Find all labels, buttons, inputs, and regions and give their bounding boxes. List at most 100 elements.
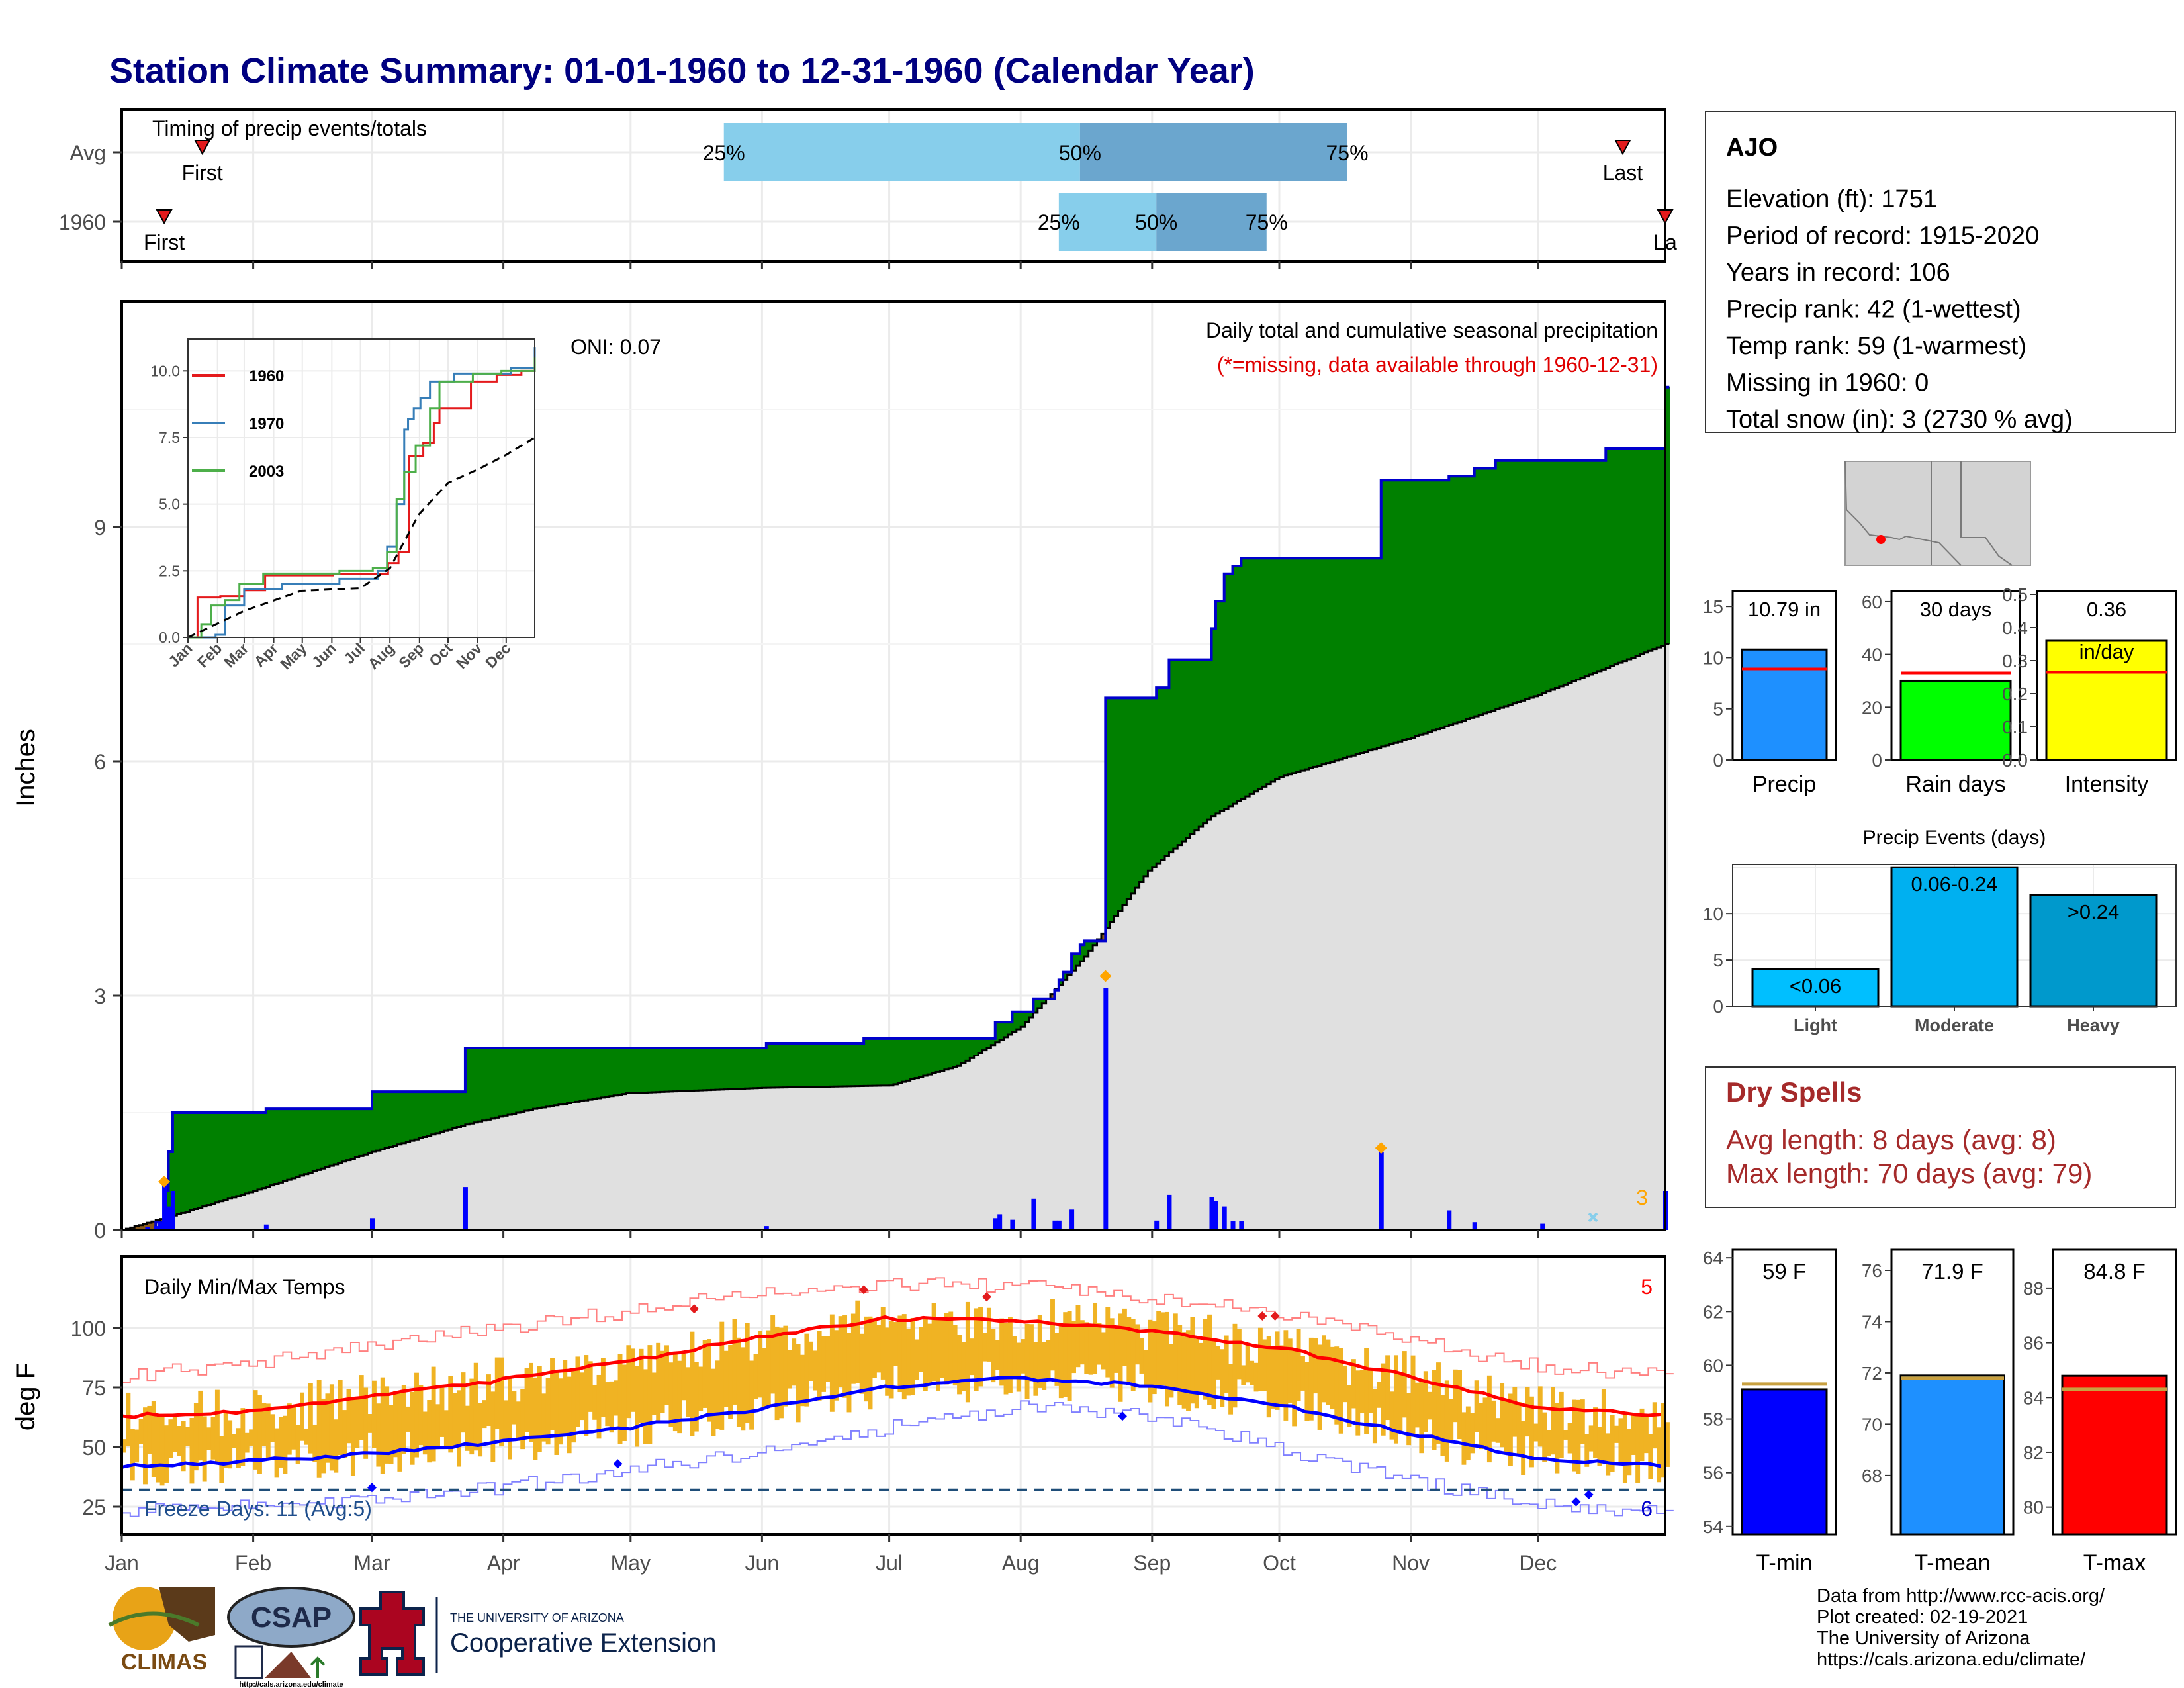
temp-daily-bar — [660, 1350, 665, 1413]
precip-daily-bar — [1230, 1221, 1236, 1230]
temp-daily-bar — [1304, 1362, 1310, 1421]
temp-daily-bar — [1406, 1393, 1412, 1446]
temp-daily-bar — [796, 1344, 801, 1423]
temp-daily-bar — [1029, 1324, 1034, 1382]
precip-above-normal — [1563, 460, 1569, 685]
precip-above-normal — [1470, 476, 1475, 718]
temp-daily-bar — [134, 1429, 140, 1463]
precip-above-normal — [520, 1048, 525, 1112]
precip-daily-bar — [1052, 1220, 1058, 1230]
temp-daily-bar — [363, 1387, 369, 1459]
precip-above-normal — [901, 1038, 907, 1082]
precip-above-normal — [249, 1113, 254, 1192]
precip-above-normal — [1461, 476, 1467, 721]
temp-daily-bar — [1610, 1415, 1615, 1472]
temp-daily-bar — [406, 1406, 411, 1432]
precip-above-normal — [1614, 449, 1619, 665]
temp-daily-bar — [1177, 1325, 1183, 1405]
csap-logo-mountain — [265, 1652, 311, 1678]
precip-above-normal — [779, 1043, 784, 1088]
temp-daily-bar — [571, 1370, 576, 1443]
precip-above-normal — [1588, 460, 1594, 675]
precip-above-normal — [219, 1113, 224, 1201]
temp-daily-bar — [279, 1417, 283, 1468]
temp-daily-bar — [490, 1391, 496, 1462]
temp-daily-bar — [465, 1405, 470, 1451]
precip-above-normal — [1457, 476, 1463, 722]
temp-daily-bar — [1453, 1369, 1458, 1423]
station-location-dot — [1876, 535, 1886, 544]
precip-above-normal — [1338, 558, 1343, 759]
temp-daily-bar — [452, 1393, 457, 1448]
precip-above-normal — [529, 1048, 534, 1110]
precip-above-normal — [388, 1092, 394, 1147]
temp-daily-bar — [1567, 1423, 1572, 1454]
temp-daily-bar — [143, 1407, 148, 1485]
temp-daily-bar — [864, 1316, 869, 1402]
temp-daily-bar — [948, 1311, 954, 1383]
precip-above-normal — [864, 1038, 869, 1086]
credit-line: Plot created: 02-19-2021 — [1817, 1607, 2028, 1628]
precip-above-normal — [635, 1048, 640, 1093]
temp-daily-bar — [757, 1331, 762, 1398]
timing-p50-label: 50% — [1135, 211, 1177, 234]
temp-y-tick-label: 75 — [82, 1376, 106, 1400]
precip-below-normal — [134, 1226, 140, 1230]
inset-series-2003 — [188, 357, 536, 639]
temp-daily-bar — [503, 1400, 508, 1442]
precip-daily-bar — [1472, 1222, 1477, 1230]
timing-last-marker — [1657, 209, 1674, 225]
precip-above-normal — [846, 1043, 852, 1086]
precip-daily-bar — [1069, 1209, 1075, 1230]
temp-daily-bar — [240, 1408, 246, 1466]
precip-below-normal — [1050, 994, 1056, 999]
precip-above-normal — [808, 1043, 813, 1087]
precip-above-normal — [427, 1092, 432, 1136]
temp-daily-bar — [1054, 1333, 1060, 1386]
temp-daily-bar — [1334, 1346, 1340, 1425]
precip-above-normal — [1402, 480, 1407, 741]
temp-daily-bar — [563, 1360, 568, 1436]
precip-above-normal — [936, 1038, 941, 1072]
temp-daily-bar — [1597, 1427, 1602, 1466]
precip-above-normal — [541, 1048, 547, 1107]
temp-daily-bar — [1631, 1415, 1636, 1455]
temp-daily-bar — [567, 1376, 572, 1454]
chart-layer: Timing of precip events/totals Avg 25% 50% 7… — [11, 108, 2177, 1688]
precip-above-normal — [494, 1048, 500, 1118]
precip-above-normal — [617, 1048, 623, 1095]
temp-daily-bar — [1122, 1308, 1127, 1366]
temp-daily-bar — [457, 1390, 462, 1467]
temp-daily-bar — [1410, 1355, 1416, 1437]
temp-daily-bar — [1186, 1330, 1191, 1411]
temp-daily-bar — [677, 1360, 682, 1434]
timing-p75-label: 75% — [1246, 211, 1288, 234]
precip-above-normal — [626, 1048, 631, 1094]
precip-above-normal — [944, 1038, 949, 1070]
temp-daily-bar — [376, 1403, 381, 1467]
precip-cumulative-line — [122, 385, 1670, 1231]
precip-above-normal — [1250, 558, 1255, 794]
precip-above-normal — [516, 1048, 521, 1113]
temp-daily-bar — [736, 1337, 741, 1427]
summary-value-label: 10.79 in — [1748, 598, 1821, 621]
temp-daily-bar — [668, 1362, 674, 1427]
temp-daily-bar — [1525, 1387, 1530, 1437]
temp-daily-bar — [617, 1354, 623, 1444]
precip-daily-bar — [162, 1181, 167, 1230]
temp-daily-bar — [338, 1380, 343, 1456]
timing-p75-label: 75% — [1326, 141, 1368, 165]
precip-above-normal — [736, 1048, 741, 1089]
precip-above-normal — [232, 1113, 237, 1197]
temp-daily-bar — [579, 1372, 584, 1421]
temp-summary-y-tick-label: 58 — [1703, 1409, 1723, 1430]
temp-daily-bar — [1377, 1382, 1382, 1408]
precip-above-normal — [656, 1048, 661, 1092]
temp-daily-bar — [681, 1353, 686, 1401]
temp-summary-bar-t-max — [2061, 1374, 2168, 1536]
precip-above-normal — [346, 1109, 351, 1160]
record-low-marker — [1584, 1490, 1594, 1499]
precip-above-normal — [690, 1048, 695, 1091]
timing-bar-q25-q50 — [723, 123, 1080, 181]
